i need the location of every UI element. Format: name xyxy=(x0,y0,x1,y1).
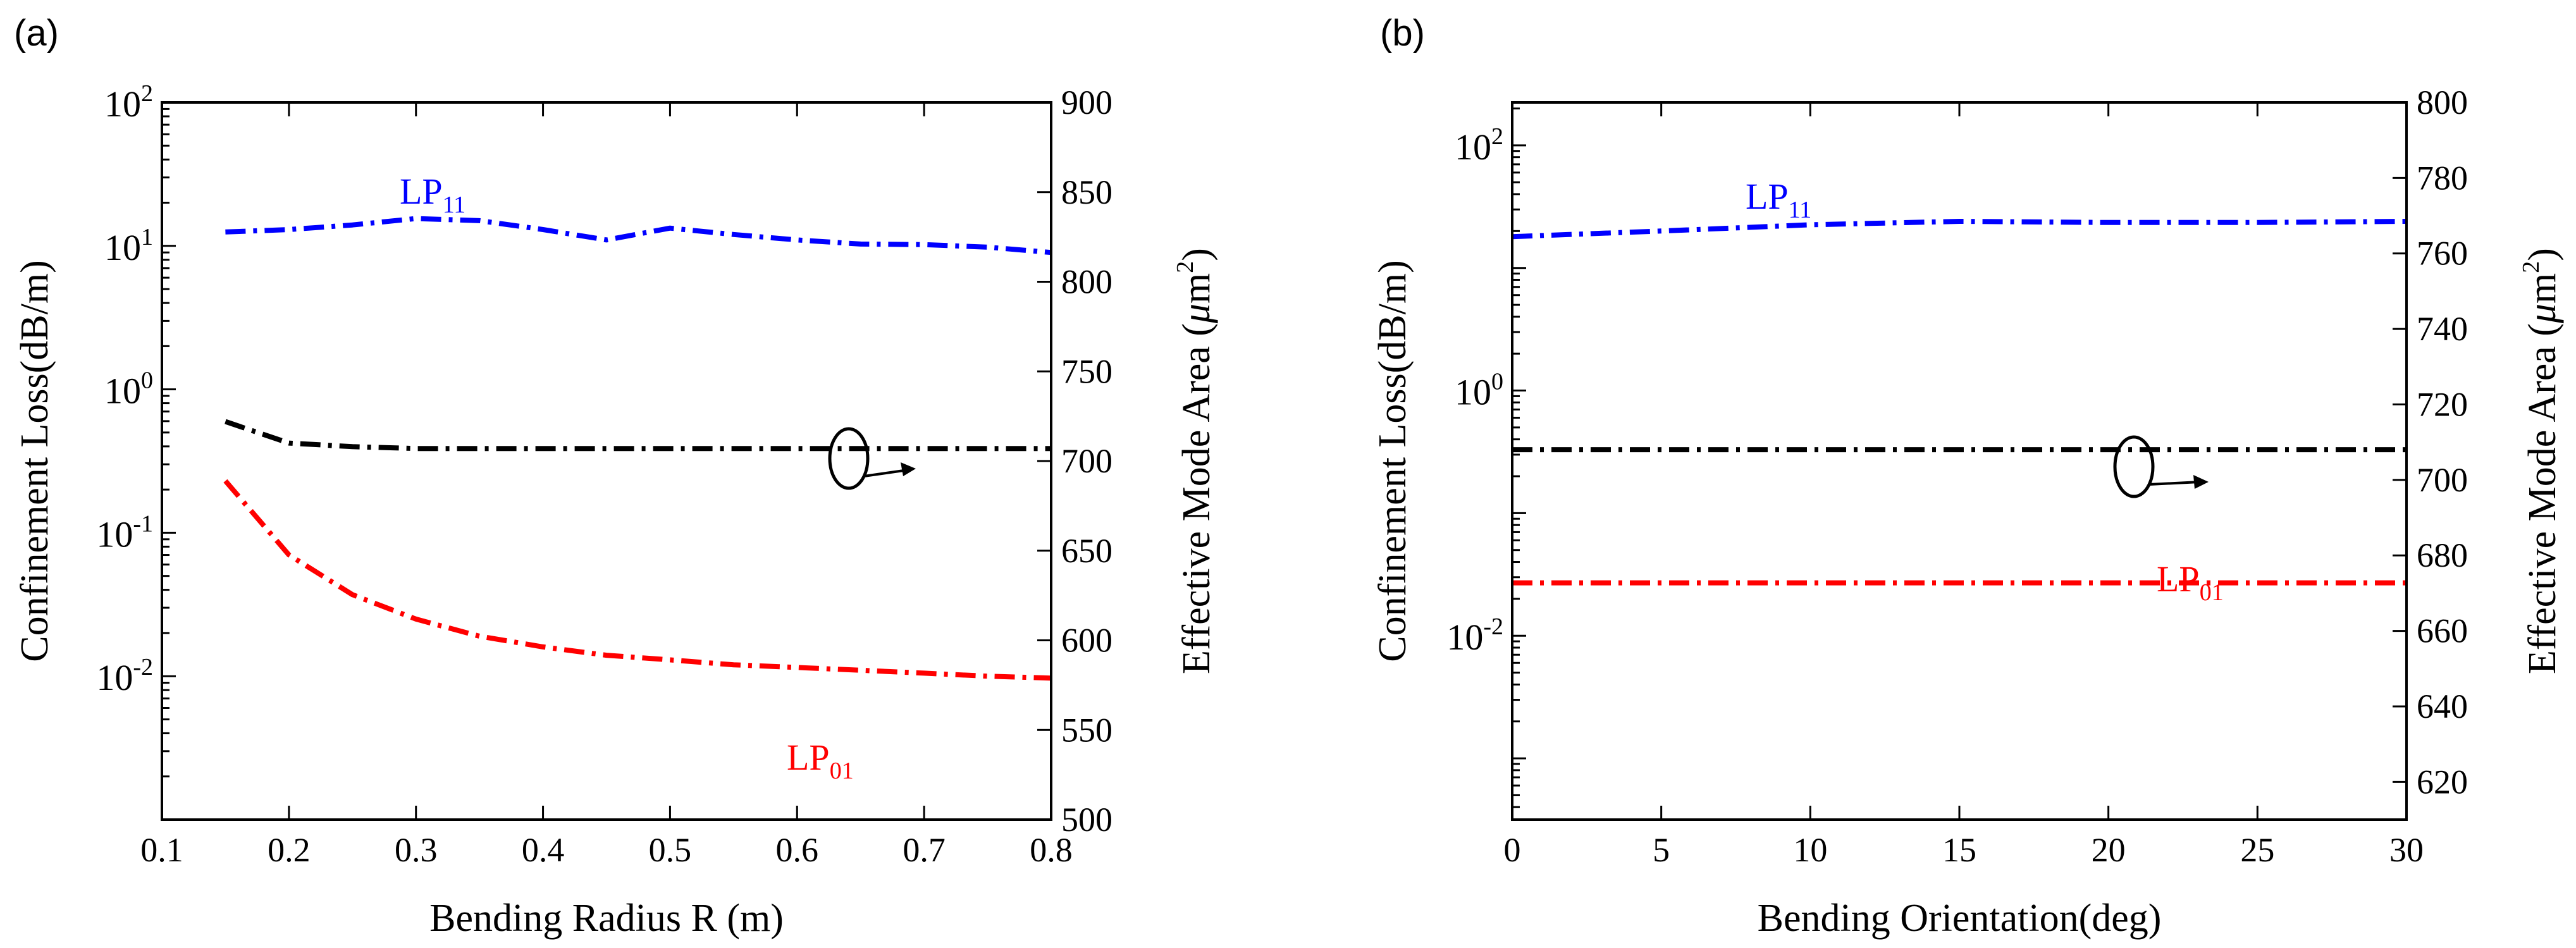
right-y-tick-label: 800 xyxy=(2417,83,2468,121)
panel-a-left-y-tick-labels: 102 101 100 10-1 10-2 xyxy=(96,80,153,698)
left-y-tick-label: 101 xyxy=(104,224,153,268)
right-y-tick-label: 780 xyxy=(2417,159,2468,197)
series-line-effective-mode-area xyxy=(225,419,1051,452)
left-y-tick-label: 100 xyxy=(104,367,153,412)
panel-a-axis-indicator-ellipse xyxy=(828,427,870,490)
left-y-tick-label: 102 xyxy=(104,80,153,125)
x-tick-label: 0.3 xyxy=(395,831,438,869)
panel-a-axis-indicator-arrow xyxy=(863,469,909,477)
right-y-tick-label: 660 xyxy=(2417,612,2468,650)
panel-b-left-y-tick-labels: 102 100 10-2 xyxy=(1446,123,1503,658)
left-y-tick-label: 10-2 xyxy=(1446,613,1503,658)
panel-b-series xyxy=(1512,219,2407,586)
right-y-tick-label: 600 xyxy=(1061,622,1112,660)
x-tick-label: 0.6 xyxy=(776,831,819,869)
x-tick-label: 0.4 xyxy=(522,831,565,869)
right-y-tick-label: 650 xyxy=(1061,532,1112,570)
x-tick-label: 0.8 xyxy=(1030,831,1073,869)
panel-a-axis-indicator-arrowhead xyxy=(901,462,916,476)
panel-b-x-tick-labels: 0 5 10 15 20 25 30 xyxy=(1504,831,2424,869)
panel-a-plot-frame xyxy=(161,101,1052,821)
right-y-tick-label: 800 xyxy=(1061,263,1112,301)
panel-b-axis-indicator-ellipse xyxy=(2113,435,2155,498)
panel-b-label: (b) xyxy=(1380,13,1425,54)
panel-b-left-y-axis-title: Confinement Loss(dB/m) xyxy=(1371,260,1414,662)
panel-a: (a) 0.1 0.2 0.3 0.4 0.5 0.6 0.7 0.8 102 … xyxy=(13,13,1218,940)
panel-b-axis-indicator-arrow xyxy=(2148,481,2200,486)
panel-a-label: (a) xyxy=(14,13,59,54)
panel-b-right-y-axis-title: Effective Mode Area (μm2) xyxy=(2518,248,2564,674)
left-y-tick-label: 10-2 xyxy=(96,654,153,698)
right-y-tick-label: 700 xyxy=(2417,461,2468,499)
right-y-tick-label: 740 xyxy=(2417,310,2468,348)
x-tick-label: 0.7 xyxy=(903,831,946,869)
x-tick-label: 5 xyxy=(1653,831,1670,869)
left-y-tick-label: 102 xyxy=(1455,123,1503,168)
panel-a-x-tick-labels: 0.1 0.2 0.3 0.4 0.5 0.6 0.7 0.8 xyxy=(140,831,1073,869)
right-y-tick-label: 850 xyxy=(1061,173,1112,211)
right-y-tick-label: 500 xyxy=(1061,801,1112,839)
left-y-tick-label: 100 xyxy=(1455,369,1503,413)
panel-b-axis-indicator-arrowhead xyxy=(2193,475,2209,489)
left-y-tick-label: 10-1 xyxy=(96,510,153,555)
panel-a-left-y-axis-title: Confinement Loss(dB/m) xyxy=(13,260,56,662)
panel-a-lp01-label: LP01 xyxy=(787,737,854,784)
right-y-tick-label: 700 xyxy=(1061,442,1112,480)
panel-a-series xyxy=(223,216,1052,681)
right-y-tick-label: 720 xyxy=(2417,385,2468,423)
panel-a-x-axis-title: Bending Radius R (m) xyxy=(429,897,784,940)
x-tick-label: 10 xyxy=(1793,831,1827,869)
panel-b-ticks xyxy=(1511,101,2408,820)
series-line-lp11 xyxy=(225,216,1052,255)
panel-b-lp11-label: LP11 xyxy=(1746,176,1811,223)
x-tick-label: 0 xyxy=(1504,831,1521,869)
panel-b-lp01-label: LP01 xyxy=(2157,558,2224,606)
x-tick-label: 20 xyxy=(2092,831,2126,869)
panel-b-right-y-tick-labels: 620 640 660 680 700 720 740 760 780 800 xyxy=(2417,83,2468,801)
x-tick-label: 0.2 xyxy=(268,831,311,869)
x-tick-label: 15 xyxy=(1942,831,1976,869)
x-tick-label: 0.5 xyxy=(649,831,692,869)
right-y-tick-label: 620 xyxy=(2417,763,2468,801)
series-line-lp11 xyxy=(1512,219,2407,240)
x-tick-label: 30 xyxy=(2389,831,2424,869)
panel-a-ticks xyxy=(161,101,1052,821)
panel-a-right-y-tick-labels: 500 550 600 650 700 750 800 850 900 xyxy=(1061,83,1112,839)
panel-b: (b) 0 5 10 15 20 25 30 102 100 10-2 620 … xyxy=(1371,13,2564,940)
panel-b-x-axis-title: Bending Orientation(deg) xyxy=(1758,897,2162,940)
panel-a-right-y-axis-title: Effective Mode Area (μm2) xyxy=(1172,248,1218,674)
right-y-tick-label: 900 xyxy=(1061,83,1112,121)
right-y-tick-label: 750 xyxy=(1061,352,1112,390)
panel-a-lp11-label: LP11 xyxy=(400,171,465,218)
right-y-tick-label: 640 xyxy=(2417,687,2468,725)
right-y-tick-label: 680 xyxy=(2417,536,2468,574)
x-tick-label: 25 xyxy=(2240,831,2274,869)
panel-b-plot-frame xyxy=(1511,101,2408,821)
x-tick-label: 0.1 xyxy=(140,831,183,869)
right-y-tick-label: 550 xyxy=(1061,711,1112,749)
right-y-tick-label: 760 xyxy=(2417,235,2468,273)
series-line-lp01 xyxy=(223,479,1052,681)
